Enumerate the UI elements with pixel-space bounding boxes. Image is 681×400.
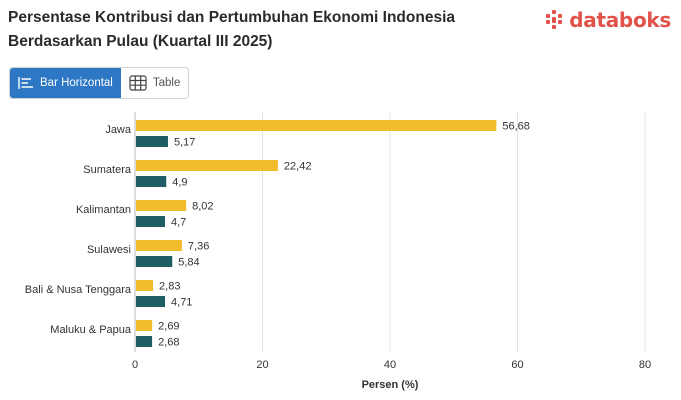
bar-series-1[interactable] xyxy=(136,160,278,171)
table-button[interactable]: Table xyxy=(120,68,189,98)
bar-list-icon xyxy=(18,77,33,89)
category-label: Jawa xyxy=(105,124,132,136)
bar-series-2[interactable] xyxy=(136,136,168,147)
data-label: 56,68 xyxy=(502,121,530,133)
data-label: 4,7 xyxy=(171,217,186,229)
bar-series-2[interactable] xyxy=(136,216,165,227)
databoks-logo-icon xyxy=(546,10,563,29)
bar-horizontal-button[interactable]: Bar Horizontal xyxy=(10,68,121,98)
databoks-logo-text: databoks xyxy=(569,8,671,32)
x-tick-label: 20 xyxy=(256,359,268,371)
bar-series-1[interactable] xyxy=(136,200,187,211)
category-label: Sulawesi xyxy=(87,244,131,256)
bars xyxy=(136,120,497,347)
x-axis-title: Persen (%) xyxy=(362,379,419,391)
x-tick-label: 0 xyxy=(132,359,138,371)
table-label: Table xyxy=(152,77,181,89)
table-grid-icon xyxy=(129,75,147,91)
data-label: 4,9 xyxy=(172,177,187,189)
labels: 0 20 40 60 80 Jawa 56,68 5,17 Sumatera 22,42 4,9 Ka… xyxy=(25,121,651,372)
category-label: Sumatera xyxy=(83,164,132,176)
bar-horizontal-label: Bar Horizontal xyxy=(40,77,113,89)
data-label: 5,84 xyxy=(178,257,199,269)
bar-series-2[interactable] xyxy=(136,336,153,347)
x-tick-label: 40 xyxy=(384,359,396,371)
data-label: 7,36 xyxy=(188,241,209,253)
bar-series-1[interactable] xyxy=(136,320,153,331)
bar-series-2[interactable] xyxy=(136,176,167,187)
grid-lines xyxy=(134,112,646,352)
data-label: 5,17 xyxy=(174,137,195,149)
x-tick-label: 60 xyxy=(511,359,523,371)
databoks-logo: databoks xyxy=(543,8,671,32)
bar-series-2[interactable] xyxy=(136,296,166,307)
bar-series-1[interactable] xyxy=(136,240,182,251)
data-label: 8,02 xyxy=(192,201,213,213)
category-label: Kalimantan xyxy=(76,204,131,216)
data-label: 2,83 xyxy=(159,281,180,293)
bar-series-1[interactable] xyxy=(136,280,154,291)
bar-series-1[interactable] xyxy=(136,120,497,131)
data-label: 2,69 xyxy=(158,321,179,333)
bar-series-2[interactable] xyxy=(136,256,173,267)
data-label: 22,42 xyxy=(284,161,312,173)
data-label: 2,68 xyxy=(158,337,179,349)
category-label: Maluku & Papua xyxy=(50,324,132,336)
category-label: Bali & Nusa Tenggara xyxy=(25,284,132,296)
view-toggle: Bar Horizontal Table xyxy=(9,67,190,99)
chart-title: Persentase Kontribusi dan Pertumbuhan Ek… xyxy=(8,9,455,50)
data-label: 4,71 xyxy=(171,297,192,309)
x-tick-label: 80 xyxy=(639,359,651,371)
